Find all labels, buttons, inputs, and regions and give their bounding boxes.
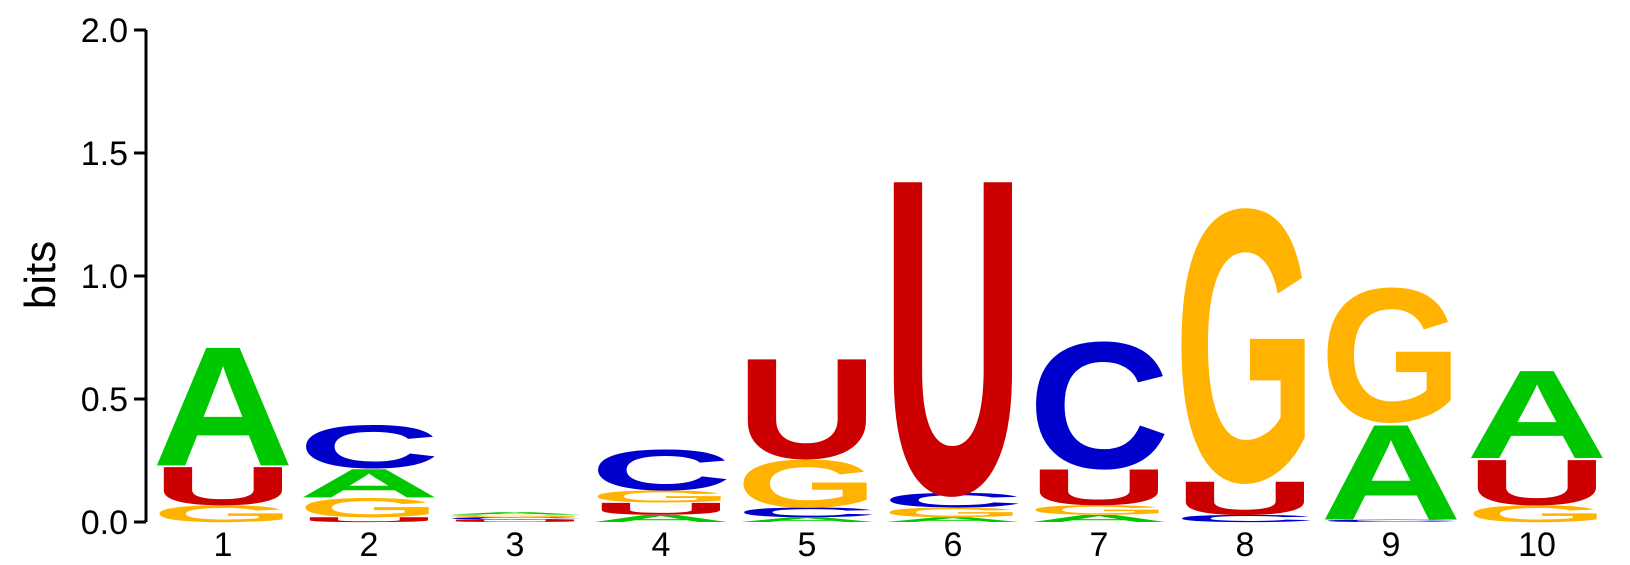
y-ticks: 0.0 0.5 1.0 1.5 2.0 xyxy=(81,12,146,542)
logo-letter-G: G xyxy=(882,505,1024,520)
x-ticks: 1 2 3 4 5 6 7 8 9 10 xyxy=(214,526,1556,564)
x-tick-label: 5 xyxy=(798,526,817,564)
x-tick-label: 1 xyxy=(214,526,233,564)
logo-letter-U: U xyxy=(1174,471,1316,524)
logo-letter-G: G xyxy=(1320,248,1462,462)
y-tick-label: 0.0 xyxy=(81,504,128,542)
x-tick-label: 9 xyxy=(1382,526,1401,564)
logo-letter-G: G xyxy=(590,487,732,506)
logo-letter-U: U xyxy=(152,455,294,516)
logo-letter-G: G xyxy=(152,500,294,527)
x-tick-label: 8 xyxy=(1236,526,1255,564)
logo-letter-G: G xyxy=(1174,129,1316,563)
logo-letter-G: G xyxy=(1466,500,1608,527)
y-axis-title: bits xyxy=(16,241,65,309)
logo-letter-C: C xyxy=(590,438,732,503)
x-tick-label: 10 xyxy=(1518,526,1556,564)
stack-position-10: GUA xyxy=(1466,344,1608,527)
logo-letter-C: C xyxy=(1028,305,1170,507)
stack-position-8: CUG xyxy=(1174,129,1316,563)
x-tick-label: 4 xyxy=(652,526,671,564)
logo-letter-C: C xyxy=(1174,513,1316,524)
x-tick-label: 6 xyxy=(944,526,963,564)
logo-letter-G: G xyxy=(1028,502,1170,517)
logo-letter-U: U xyxy=(736,329,878,489)
y-tick-label: 0.5 xyxy=(81,381,128,419)
logo-letter-A: A xyxy=(444,512,586,516)
logo-letter-G: G xyxy=(444,514,586,518)
logo-letter-A: A xyxy=(590,513,732,524)
logo-letter-U: U xyxy=(882,84,1024,565)
logo-letter-A: A xyxy=(1028,513,1170,524)
logo-letter-C: C xyxy=(736,505,878,520)
logo-letter-G: G xyxy=(736,446,878,522)
logo-letter-C: C xyxy=(444,516,586,520)
logo-letter-U: U xyxy=(298,516,440,524)
logo-letter-C: C xyxy=(1320,519,1462,523)
stack-position-1: GUA xyxy=(152,311,294,527)
logo-letter-C: C xyxy=(298,412,440,481)
x-tick-label: 3 xyxy=(506,526,525,564)
logo-letter-A: A xyxy=(1320,396,1462,549)
logo-letter-A: A xyxy=(882,516,1024,524)
logo-letter-A: A xyxy=(152,311,294,502)
y-tick-label: 1.5 xyxy=(81,135,128,173)
y-tick-label: 2.0 xyxy=(81,12,128,50)
x-tick-label: 2 xyxy=(360,526,379,564)
logo-letter-A: A xyxy=(298,460,440,506)
logo-letter-U: U xyxy=(1028,459,1170,516)
logo-letter-A: A xyxy=(1466,344,1608,485)
logo-letter-A: A xyxy=(736,516,878,524)
y-tick-label: 1.0 xyxy=(81,258,128,296)
logo-letter-U: U xyxy=(444,519,586,523)
logo-letter-U: U xyxy=(1466,446,1608,519)
x-tick-label: 7 xyxy=(1090,526,1109,564)
logo-letter-G: G xyxy=(298,492,440,523)
logo-letter-C: C xyxy=(882,489,1024,512)
stack-position-9: CAG xyxy=(1320,248,1462,548)
logo-letter-U: U xyxy=(590,499,732,518)
